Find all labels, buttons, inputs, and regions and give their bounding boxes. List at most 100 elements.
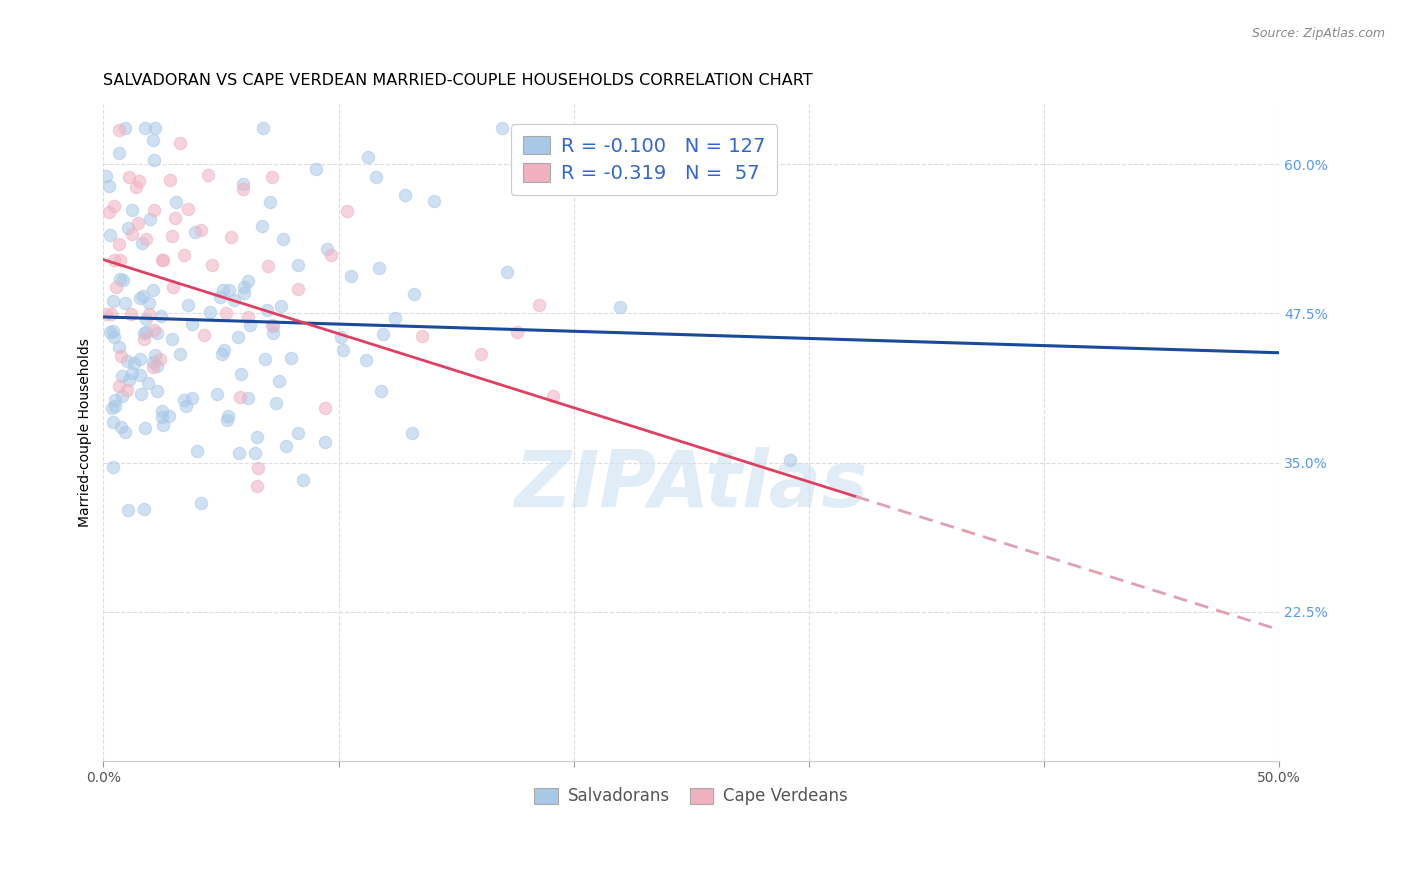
Point: [217, 413, 239, 427]
Point: [232, 182, 254, 196]
Point: [114, 121, 136, 136]
Point: [246, 430, 269, 444]
Point: [111, 389, 134, 403]
Point: [107, 379, 129, 393]
Point: [128, 174, 150, 188]
Point: [371, 326, 394, 341]
Point: [250, 219, 273, 234]
Point: [128, 351, 150, 366]
Point: [160, 332, 183, 346]
Point: [219, 229, 242, 244]
Point: [186, 443, 208, 458]
Point: [177, 202, 200, 216]
Point: [129, 386, 152, 401]
Point: [142, 133, 165, 147]
Point: [169, 346, 191, 360]
Point: [101, 324, 124, 338]
Point: [340, 269, 363, 284]
Point: [150, 253, 173, 268]
Point: [98, 325, 121, 339]
Point: [181, 318, 204, 332]
Point: [146, 326, 169, 340]
Point: [121, 202, 143, 217]
Point: [143, 348, 166, 362]
Point: [231, 367, 253, 381]
Point: [121, 227, 143, 242]
Point: [177, 298, 200, 312]
Text: SALVADORAN VS CAPE VERDEAN MARRIED-COUPLE HOUSEHOLDS CORRELATION CHART: SALVADORAN VS CAPE VERDEAN MARRIED-COUPL…: [104, 73, 813, 88]
Point: [142, 153, 165, 168]
Point: [259, 195, 281, 210]
Point: [127, 216, 149, 230]
Point: [228, 330, 250, 344]
Point: [262, 170, 284, 185]
Point: [108, 236, 131, 251]
Point: [117, 503, 139, 517]
Point: [384, 310, 406, 325]
Point: [222, 293, 245, 308]
Point: [236, 391, 259, 405]
Point: [103, 253, 125, 268]
Point: [146, 359, 169, 373]
Point: [218, 283, 240, 297]
Point: [184, 225, 207, 239]
Point: [105, 279, 128, 293]
Point: [110, 369, 132, 384]
Point: [404, 287, 426, 301]
Point: [103, 393, 125, 408]
Point: [160, 229, 183, 244]
Point: [115, 354, 138, 368]
Point: [229, 390, 252, 404]
Point: [305, 162, 328, 177]
Point: [104, 399, 127, 413]
Point: [122, 355, 145, 369]
Point: [107, 340, 129, 354]
Point: [120, 307, 142, 321]
Point: [142, 355, 165, 369]
Point: [94, 169, 117, 183]
Point: [316, 242, 339, 256]
Point: [128, 368, 150, 383]
Point: [256, 259, 278, 273]
Point: [233, 286, 256, 301]
Point: [491, 121, 513, 136]
Point: [103, 460, 125, 475]
Point: [142, 202, 165, 217]
Point: [291, 474, 314, 488]
Point: [470, 347, 492, 361]
Point: [287, 258, 309, 272]
Point: [314, 401, 336, 415]
Point: [100, 307, 122, 321]
Point: [247, 461, 270, 475]
Point: [280, 351, 302, 365]
Point: [143, 121, 166, 136]
Point: [357, 150, 380, 164]
Point: [108, 272, 131, 286]
Point: [103, 330, 125, 344]
Point: [238, 274, 260, 288]
Point: [314, 435, 336, 450]
Point: [198, 305, 221, 319]
Point: [134, 421, 156, 435]
Point: [368, 260, 391, 275]
Point: [150, 309, 173, 323]
Point: [370, 384, 392, 398]
Point: [541, 389, 564, 403]
Point: [336, 203, 359, 218]
Point: [103, 199, 125, 213]
Point: [135, 232, 157, 246]
Point: [246, 479, 269, 493]
Legend: Salvadorans, Cape Verdeans: Salvadorans, Cape Verdeans: [527, 780, 855, 812]
Point: [118, 373, 141, 387]
Point: [243, 446, 266, 460]
Point: [264, 396, 287, 410]
Point: [232, 177, 254, 191]
Point: [159, 172, 181, 186]
Point: [142, 359, 165, 374]
Point: [150, 409, 173, 424]
Point: [152, 253, 174, 268]
Point: [274, 439, 297, 453]
Point: [134, 121, 156, 136]
Text: Source: ZipAtlas.com: Source: ZipAtlas.com: [1251, 27, 1385, 40]
Point: [779, 453, 801, 467]
